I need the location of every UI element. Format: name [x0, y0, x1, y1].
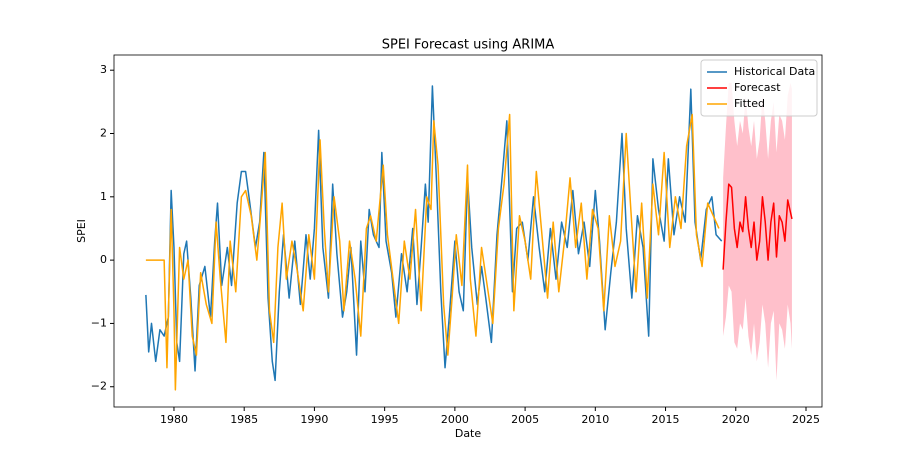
confidence-band [723, 82, 792, 381]
legend-label: Fitted [734, 97, 765, 110]
x-tick-label: 2000 [441, 413, 469, 426]
x-tick-label: 1980 [160, 413, 188, 426]
y-tick-label: −1 [91, 316, 107, 329]
legend-label: Historical Data [734, 65, 815, 78]
x-tick-label: 2015 [652, 413, 680, 426]
series-line [145, 85, 723, 382]
y-tick-label: 2 [100, 127, 107, 140]
x-axis-label: Date [455, 427, 482, 440]
x-tick-label: 1985 [230, 413, 258, 426]
plot-area [145, 82, 793, 391]
chart-title: SPEI Forecast using ARIMA [382, 38, 555, 53]
series-line [145, 113, 720, 391]
x-tick-label: 1990 [300, 413, 328, 426]
x-tick-label: 2010 [581, 413, 609, 426]
legend-label: Forecast [734, 81, 781, 94]
y-tick-label: −2 [91, 380, 107, 393]
x-tick-label: 2020 [722, 413, 750, 426]
x-tick-label: 2025 [792, 413, 820, 426]
y-tick-label: 1 [100, 190, 107, 203]
y-tick-label: 0 [100, 253, 107, 266]
y-axis-label: SPEI [75, 219, 88, 243]
x-tick-label: 1995 [371, 413, 399, 426]
axes-frame [113, 54, 823, 408]
legend-box [700, 59, 818, 117]
x-tick-label: 2005 [511, 413, 539, 426]
series-line [722, 183, 793, 270]
y-tick-label: 3 [100, 63, 107, 76]
